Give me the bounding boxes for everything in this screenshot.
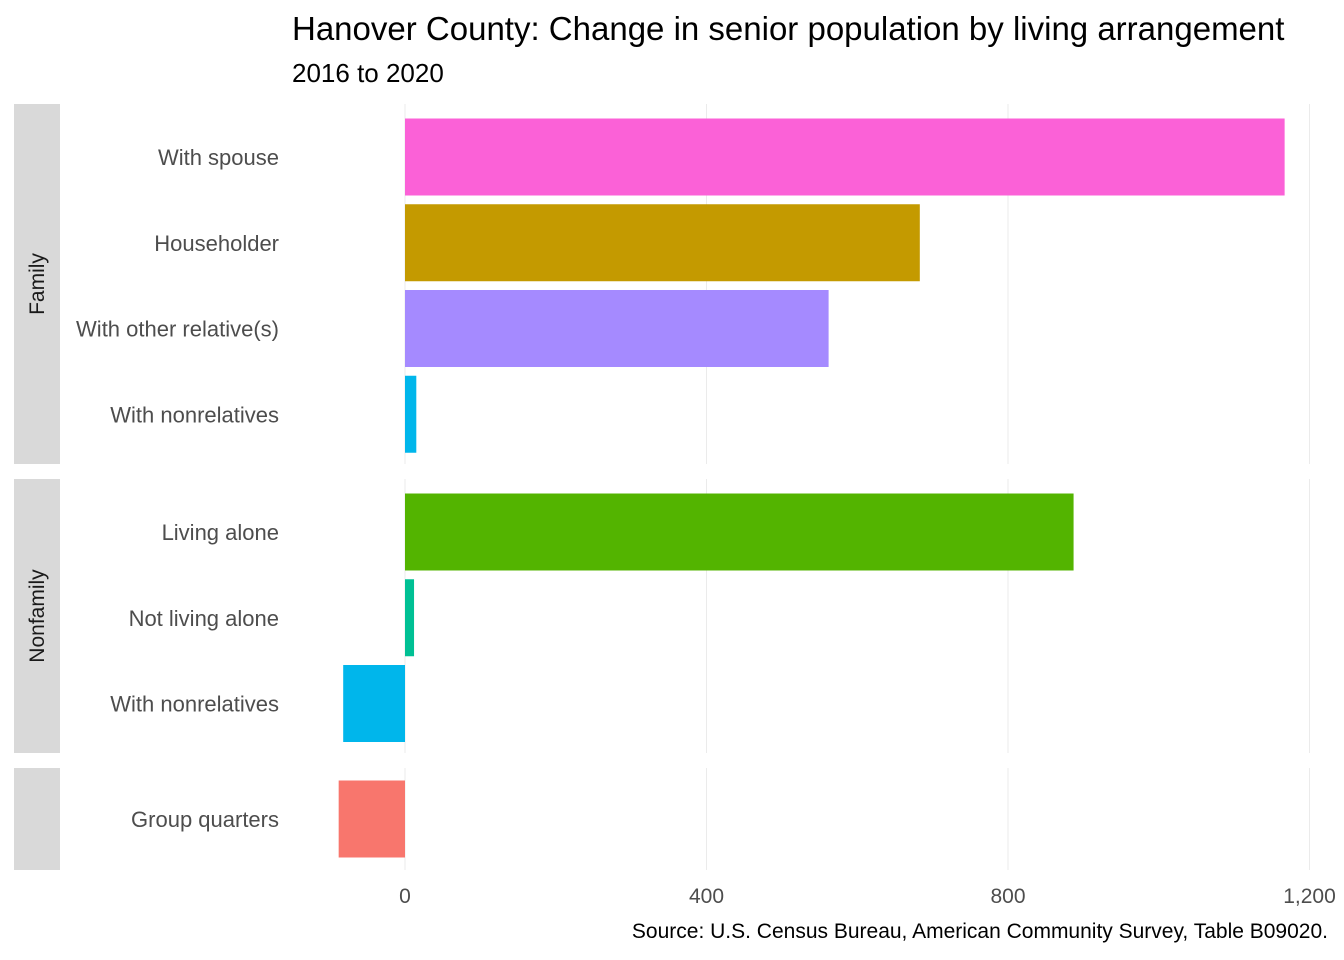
bar bbox=[338, 780, 405, 858]
chart-subtitle: 2016 to 2020 bbox=[292, 58, 444, 88]
facet-strip bbox=[14, 104, 60, 464]
bar bbox=[405, 204, 920, 282]
bar bbox=[405, 493, 1074, 571]
category-label: With spouse bbox=[158, 145, 279, 170]
x-tick-label: 0 bbox=[399, 885, 411, 908]
facet-strip bbox=[14, 768, 60, 870]
bar bbox=[343, 665, 405, 742]
category-label: With nonrelatives bbox=[110, 692, 279, 717]
category-label: Group quarters bbox=[131, 807, 279, 832]
category-label: Not living alone bbox=[129, 606, 279, 631]
chart-title: Hanover County: Change in senior populat… bbox=[292, 10, 1285, 47]
x-tick-label: 400 bbox=[689, 885, 724, 908]
facet-strip bbox=[14, 479, 60, 753]
facet-strip-label: Nonfamily bbox=[26, 569, 49, 663]
category-label: With nonrelatives bbox=[110, 402, 279, 427]
bar bbox=[405, 375, 417, 453]
category-label: With other relative(s) bbox=[76, 317, 279, 342]
category-label: Living alone bbox=[162, 520, 279, 545]
x-tick-label: 800 bbox=[990, 885, 1025, 908]
bar bbox=[405, 579, 415, 657]
x-tick-label: 1,200 bbox=[1283, 885, 1336, 908]
chart-caption: Source: U.S. Census Bureau, American Com… bbox=[631, 920, 1328, 943]
facet-strip-label: Family bbox=[26, 253, 49, 315]
bar bbox=[405, 118, 1285, 196]
category-label: Householder bbox=[154, 231, 279, 256]
bar bbox=[405, 290, 829, 367]
